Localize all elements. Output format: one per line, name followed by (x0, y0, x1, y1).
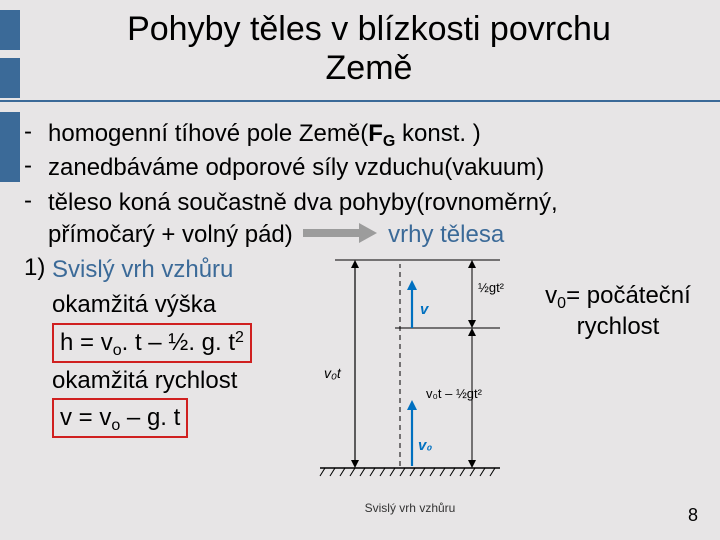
accent-bar (0, 58, 20, 98)
title-line-1: Pohyby těles v blízkosti povrchu (127, 10, 611, 48)
list-number: 1) (24, 254, 52, 282)
subscript: G (383, 133, 395, 150)
accent-bar (0, 112, 20, 182)
text: přímočarý + volný pád) (48, 221, 293, 248)
text: v (545, 282, 557, 309)
title-line-2: Země (326, 49, 413, 87)
diagram-caption: Svislý vrh vzhůru (300, 501, 520, 515)
text: – g. t (120, 404, 180, 431)
formula-height: h = vo. t – ½. g. t2 (52, 323, 252, 363)
accent-bar (0, 10, 20, 50)
text: h = v (60, 329, 113, 356)
bullet-dash: - (24, 152, 48, 180)
text: v = v (60, 404, 111, 431)
bullet-2: - zanedbáváme odporové síly vzduchu(vaku… (24, 152, 704, 184)
svg-text:v₀t – ½gt²: v₀t – ½gt² (426, 386, 483, 401)
bullet-text: homogenní tíhové pole Země(FG konst. ) (48, 118, 704, 150)
svg-text:v₀: v₀ (418, 437, 432, 454)
bullet-1: - homogenní tíhové pole Země(FG konst. ) (24, 118, 704, 150)
bullet-text: těleso koná součastně dva pohyby(rovnomě… (48, 187, 704, 252)
text: = počáteční rychlost (566, 282, 691, 340)
text-emphasis: vrhy tělesa (388, 221, 504, 248)
bullet-3: - těleso koná součastně dva pohyby(rovno… (24, 187, 704, 252)
slide-title: Pohyby těles v blízkosti povrchu Země (28, 10, 710, 88)
subscript: 0 (557, 295, 566, 312)
text: homogenní tíhové pole Země( (48, 120, 368, 147)
formula-velocity: v = vo – g. t (52, 398, 188, 438)
subscript: o (113, 342, 122, 359)
side-label: v0= počáteční rychlost (528, 280, 708, 342)
bullet-dash: - (24, 187, 48, 215)
text: těleso koná součastně dva pohyby(rovnomě… (48, 189, 558, 216)
bullet-text: zanedbáváme odporové síly vzduchu(vakuum… (48, 152, 704, 184)
text: . t – ½. g. t (122, 329, 235, 356)
svg-text:v₀t: v₀t (324, 365, 342, 381)
svg-text:v: v (420, 301, 430, 318)
superscript: 2 (235, 329, 244, 346)
text: konst. ) (395, 120, 480, 147)
physics-diagram: v₀t v v₀ ½gt² v₀t – ½gt² Svislý vrh vzhů… (300, 248, 520, 496)
subscript: o (111, 417, 120, 434)
bullet-dash: - (24, 118, 48, 146)
page-number: 8 (688, 505, 698, 526)
svg-text:½gt²: ½gt² (478, 280, 505, 295)
title-underline (0, 100, 720, 102)
text-bold: F (368, 120, 383, 147)
